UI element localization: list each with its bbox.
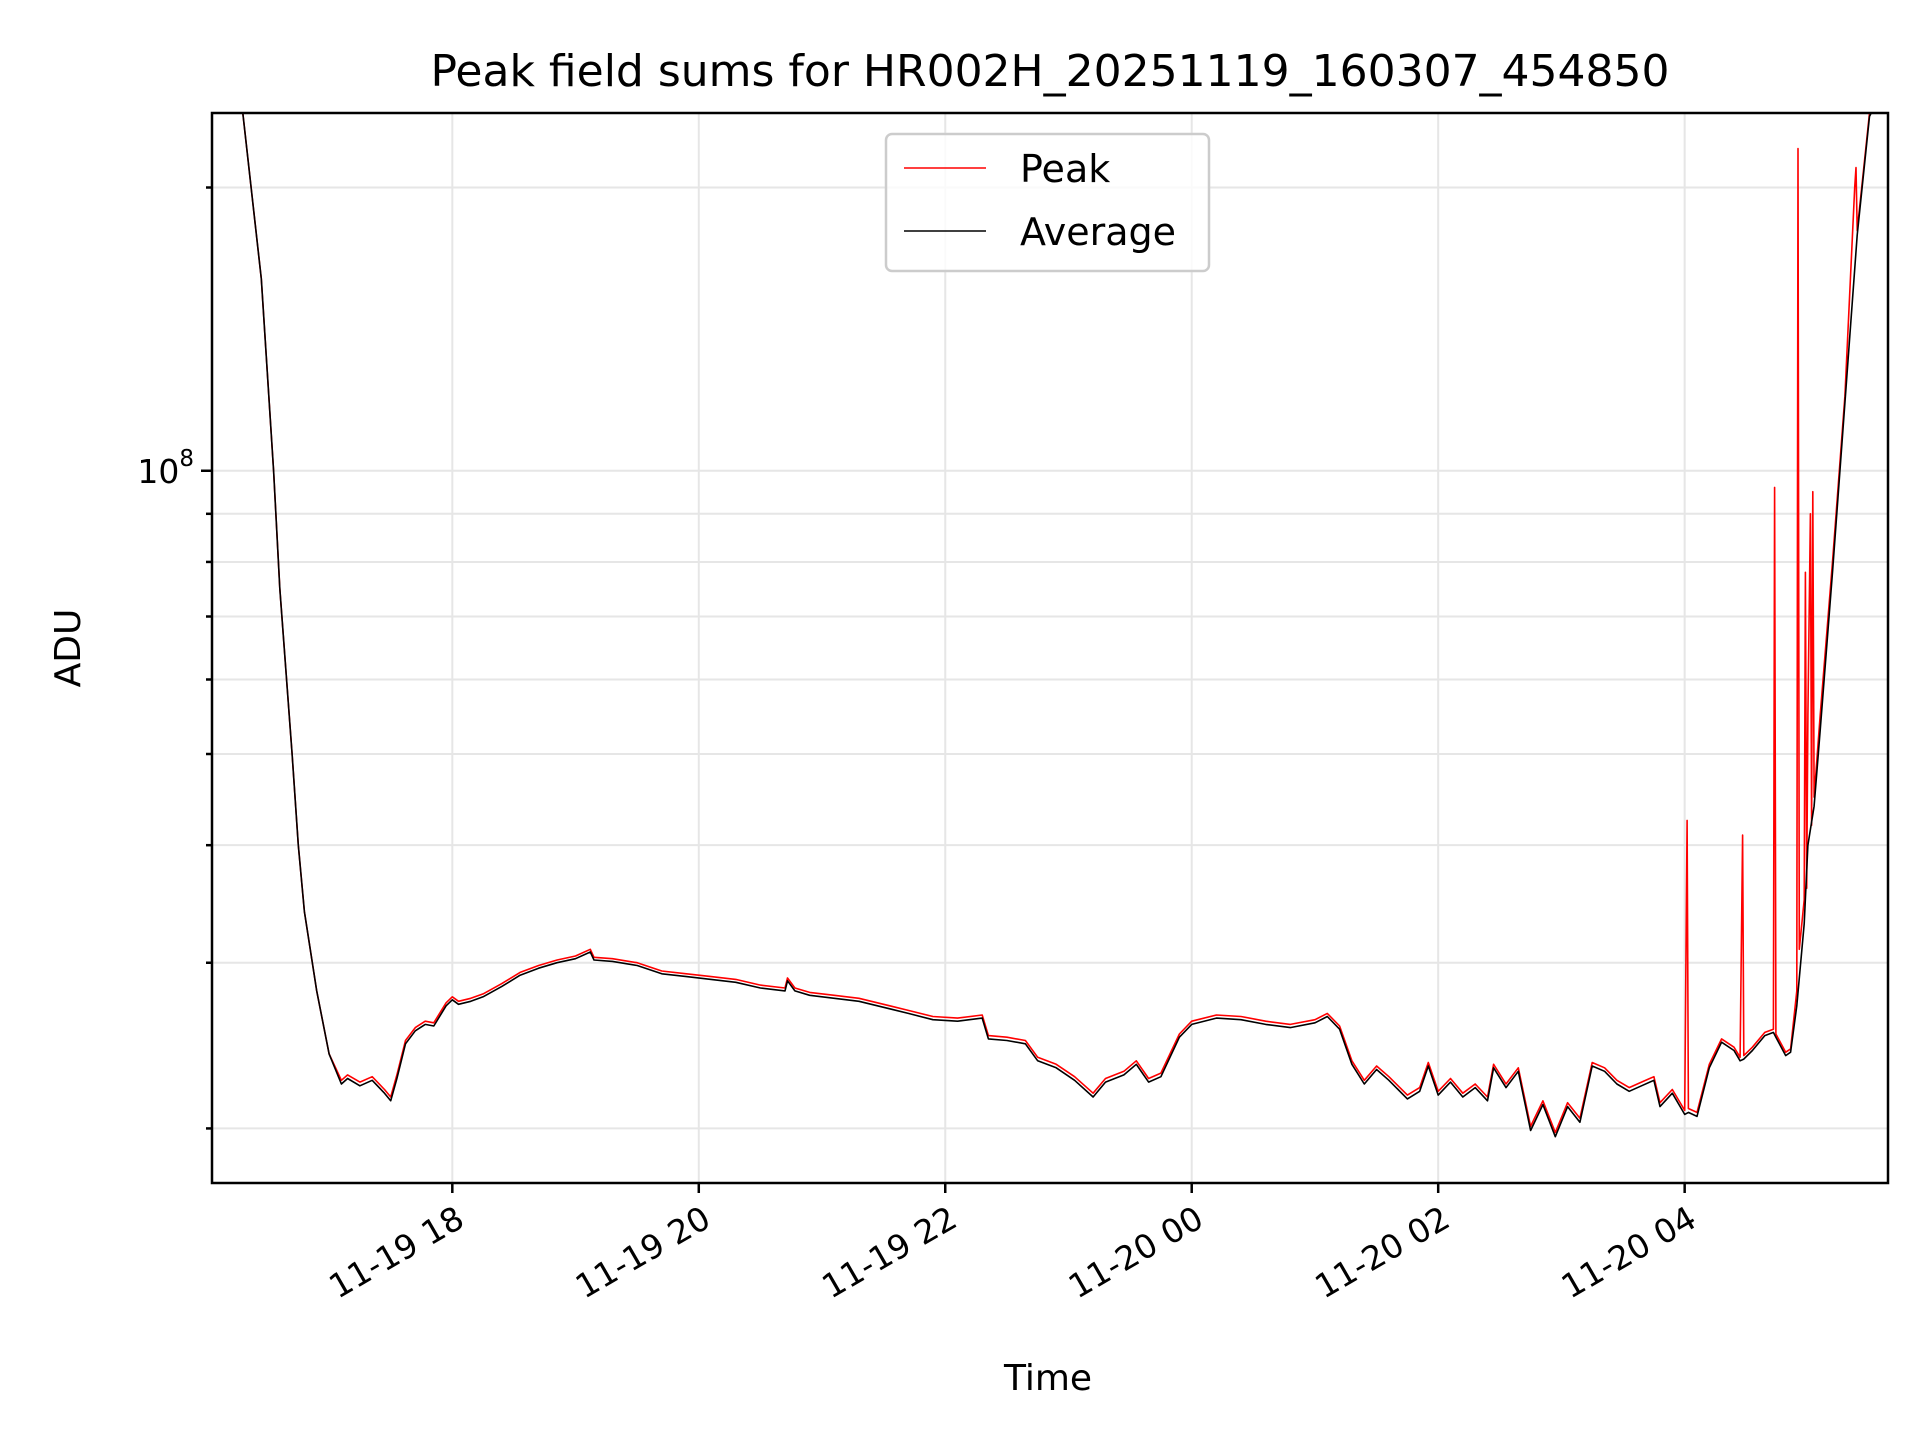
chart-title: Peak field sums for HR002H_20251119_1603…	[430, 46, 1669, 97]
legend-label-peak: Peak	[1020, 147, 1110, 191]
series-line-peak	[241, 113, 1871, 1134]
plot-frame	[210, 111, 1890, 1185]
x-axis-label: Time	[1003, 1358, 1092, 1399]
legend-label-average: Average	[1020, 210, 1176, 254]
legend: Peak Average	[884, 132, 1211, 273]
series-line-average	[241, 113, 1873, 1138]
y-axis-label: ADU	[48, 609, 89, 688]
